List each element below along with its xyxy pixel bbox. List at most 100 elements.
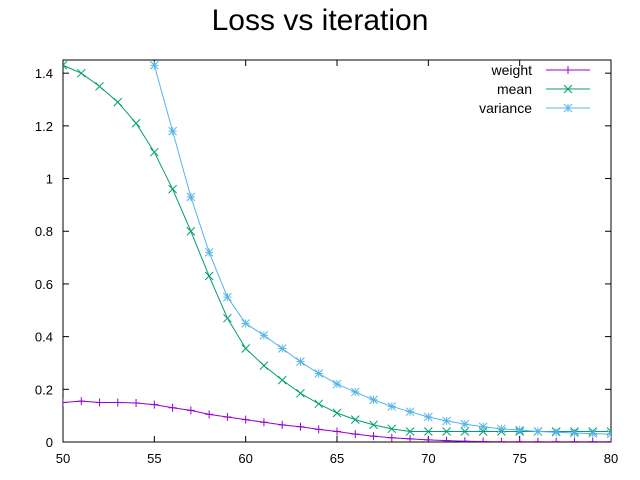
y-tick-label: 0.6 xyxy=(35,277,53,292)
data-point-weight xyxy=(314,425,323,434)
data-point-mean xyxy=(186,226,196,236)
data-point-variance xyxy=(606,429,611,439)
data-point-mean xyxy=(296,388,305,398)
data-point-weight xyxy=(63,398,67,407)
data-point-weight xyxy=(515,437,524,442)
y-tick-label: 1.2 xyxy=(35,119,53,134)
data-point-mean xyxy=(442,427,451,436)
data-point-mean xyxy=(350,415,360,424)
data-point-variance xyxy=(570,428,579,438)
y-tick-label: 0 xyxy=(46,435,53,450)
data-point-variance xyxy=(515,425,525,435)
data-point-mean xyxy=(149,147,159,157)
data-point-weight xyxy=(296,422,305,431)
legend-marker-variance xyxy=(563,103,573,113)
y-tick-label: 1.4 xyxy=(35,66,53,81)
data-point-mean xyxy=(277,375,287,385)
data-point-variance xyxy=(296,357,305,367)
data-point-variance xyxy=(259,330,269,340)
data-point-variance xyxy=(387,402,397,411)
legend-label-weight: weight xyxy=(491,62,533,78)
data-point-weight xyxy=(460,437,469,442)
data-point-variance xyxy=(223,292,232,302)
data-point-mean xyxy=(405,427,415,436)
data-point-mean xyxy=(131,118,141,128)
data-point-weight xyxy=(442,436,451,442)
data-point-variance xyxy=(442,416,451,426)
series-mean xyxy=(63,60,611,436)
series-line-weight xyxy=(63,400,611,442)
series-variance xyxy=(149,60,611,439)
x-tick-label: 50 xyxy=(56,451,70,466)
data-point-weight xyxy=(333,427,341,436)
data-point-weight xyxy=(259,418,268,427)
data-point-weight xyxy=(241,415,250,424)
data-point-variance xyxy=(423,412,433,422)
x-tick-label: 75 xyxy=(512,451,526,466)
data-point-variance xyxy=(168,126,177,136)
data-point-mean xyxy=(332,408,342,418)
data-point-variance xyxy=(369,395,378,405)
data-point-mean xyxy=(241,344,251,353)
data-point-weight xyxy=(406,434,415,442)
data-point-weight xyxy=(497,437,506,442)
data-point-mean xyxy=(95,81,104,91)
data-point-mean xyxy=(113,97,123,107)
data-point-weight xyxy=(95,398,104,407)
data-point-mean xyxy=(223,313,232,323)
data-point-weight xyxy=(533,437,542,442)
data-point-weight xyxy=(223,412,232,421)
data-point-variance xyxy=(186,192,196,202)
chart-title: Loss vs iteration xyxy=(211,4,429,37)
data-point-weight xyxy=(168,403,177,412)
data-point-variance xyxy=(350,387,360,397)
data-point-weight xyxy=(113,398,122,407)
data-point-weight xyxy=(387,433,396,442)
data-point-weight xyxy=(150,400,159,409)
data-point-mean xyxy=(423,427,433,436)
data-point-mean xyxy=(314,399,324,409)
data-point-mean xyxy=(369,420,378,430)
x-tick-label: 55 xyxy=(147,451,161,466)
legend-label-variance: variance xyxy=(479,100,532,116)
data-point-mean xyxy=(63,60,68,70)
x-tick-label: 80 xyxy=(604,451,618,466)
x-tick-label: 70 xyxy=(421,451,435,466)
data-point-weight xyxy=(570,437,579,442)
data-point-mean xyxy=(168,184,177,194)
x-tick-label: 60 xyxy=(238,451,252,466)
data-point-variance xyxy=(478,422,488,432)
data-point-weight xyxy=(77,397,86,406)
data-point-weight xyxy=(479,437,488,442)
data-point-mean xyxy=(460,427,470,436)
data-point-variance xyxy=(277,344,287,353)
data-point-weight xyxy=(424,435,433,442)
data-point-mean xyxy=(259,361,269,370)
legend: weight mean variance xyxy=(479,62,590,116)
x-tick-label: 65 xyxy=(330,451,344,466)
y-tick-label: 1 xyxy=(46,172,53,187)
data-point-weight xyxy=(351,430,360,439)
series-layer xyxy=(63,60,611,442)
data-point-variance xyxy=(497,424,506,434)
data-point-variance xyxy=(588,429,598,438)
y-tick-label: 0.8 xyxy=(35,224,53,239)
data-point-variance xyxy=(241,319,251,328)
legend-marker-weight xyxy=(564,66,572,74)
data-point-weight xyxy=(369,432,378,441)
data-point-weight xyxy=(132,399,141,408)
data-point-mean xyxy=(76,68,86,78)
data-point-weight xyxy=(205,410,214,419)
data-point-variance xyxy=(314,369,324,378)
data-point-variance xyxy=(405,407,415,417)
data-point-weight xyxy=(278,420,287,429)
series-weight xyxy=(63,397,611,442)
data-point-variance xyxy=(551,427,561,437)
data-point-variance xyxy=(460,419,470,429)
legend-marker-mean xyxy=(563,84,573,94)
legend-label-mean: mean xyxy=(497,81,532,97)
data-point-weight xyxy=(552,437,561,442)
data-point-weight xyxy=(186,406,195,415)
data-point-mean xyxy=(204,271,214,281)
